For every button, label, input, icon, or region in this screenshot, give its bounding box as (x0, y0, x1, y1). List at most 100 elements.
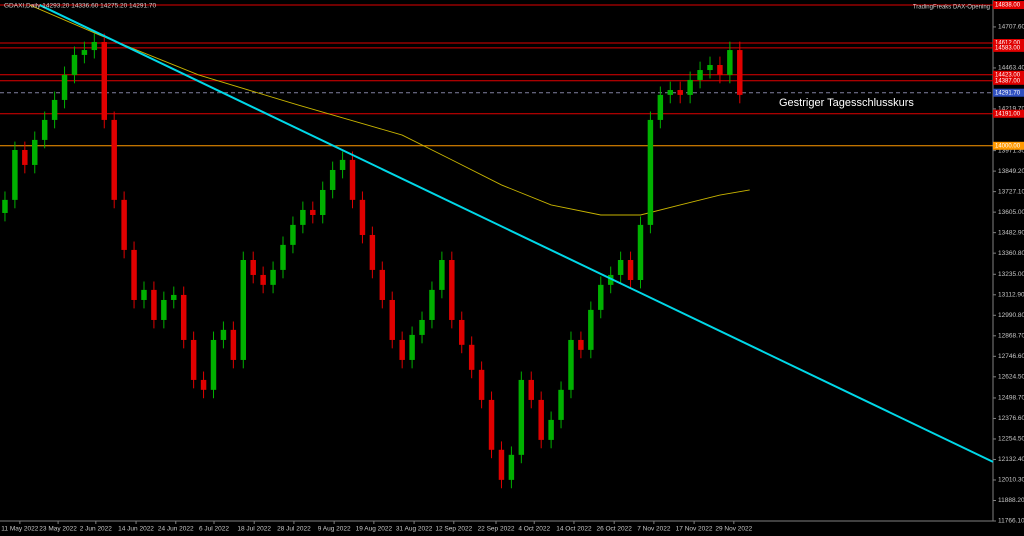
x-tick-label: 23 May 2022 (39, 526, 77, 533)
x-tick-label: 12 Sep 2022 (435, 526, 472, 533)
y-tick-label: 12376.60 (998, 415, 1024, 422)
candle-body (558, 389, 564, 420)
candle-body (449, 260, 455, 320)
candle-body (71, 54, 78, 75)
x-tick-label: 24 Jun 2022 (158, 526, 194, 533)
candle-body (439, 260, 445, 290)
candle-body (12, 149, 18, 200)
candle-body (349, 159, 356, 200)
price-level-label: 14000.00 (995, 143, 1021, 149)
y-tick-label: 13235.00 (998, 271, 1024, 278)
price-level-label: 14423.00 (995, 72, 1021, 78)
chart-title: GDAXI,Daily 14293.20 14336.60 14275.20 1… (4, 3, 157, 10)
x-tick-label: 17 Nov 2022 (676, 526, 713, 533)
x-tick-label: 26 Oct 2022 (596, 526, 632, 533)
y-tick-label: 13727.10 (998, 188, 1024, 195)
candle-body (51, 99, 58, 120)
candle-body (598, 284, 604, 310)
indicator-name: TradingFreaks DAX-Opening (913, 5, 990, 11)
price-level-label: 14838.00 (995, 3, 1021, 9)
candle-body (310, 209, 316, 215)
candle-body (151, 289, 157, 320)
x-tick-label: 4 Oct 2022 (518, 526, 550, 533)
candle-body (131, 249, 137, 300)
candle-body (171, 294, 177, 300)
candle-body (339, 159, 346, 170)
candle-body (687, 79, 693, 95)
candle-body (667, 90, 674, 95)
price-level-box (993, 88, 1024, 97)
candle-body (478, 369, 485, 400)
candle-body (727, 50, 733, 75)
x-tick-label: 9 Aug 2022 (318, 526, 351, 533)
candle-body (32, 139, 38, 165)
candle-body (141, 289, 147, 300)
candle-body (518, 379, 525, 455)
candle-body (697, 70, 703, 80)
price-level-box (993, 141, 1024, 150)
candle-body (617, 260, 624, 275)
candle-body (468, 344, 475, 370)
candle-body (647, 119, 654, 225)
candle-body (538, 399, 544, 440)
candle-body (677, 90, 683, 95)
candle-body (250, 260, 256, 275)
candle-body (101, 41, 107, 120)
candle-body (111, 119, 117, 200)
candle-body (429, 289, 435, 320)
y-tick-label: 13605.00 (998, 209, 1024, 216)
y-tick-label: 13482.90 (998, 229, 1024, 236)
candle-body (737, 50, 743, 95)
candle-body (508, 454, 515, 480)
y-tick-label: 13971.30 (998, 147, 1024, 154)
candle-body (588, 309, 594, 350)
price-level-box (993, 38, 1024, 47)
price-level-box (993, 43, 1024, 52)
trendline (39, 4, 994, 463)
candle-body (578, 339, 584, 350)
candle-body (220, 329, 227, 340)
candle-body (329, 169, 336, 190)
candle-body (240, 260, 247, 360)
y-tick-label: 12990.80 (998, 312, 1024, 319)
y-tick-label: 13360.80 (998, 250, 1024, 257)
candle-body (81, 50, 88, 55)
y-tick-label: 14463.40 (998, 65, 1024, 72)
candle-body (379, 269, 386, 300)
price-level-box (993, 109, 1024, 118)
candle-body (498, 449, 505, 480)
candle-body (161, 299, 167, 320)
price-level-box (993, 76, 1024, 85)
candle-body (41, 119, 48, 140)
candle-body (627, 260, 634, 280)
price-level-label: 14191.00 (995, 111, 1021, 117)
price-level-box (993, 70, 1024, 79)
candle-body (290, 224, 296, 245)
candle-body (280, 244, 286, 270)
price-level-label: 14612.00 (995, 41, 1021, 47)
price-level-label: 14387.00 (995, 78, 1021, 84)
candle-body (459, 319, 465, 345)
y-tick-label: 12498.70 (998, 395, 1024, 402)
y-tick-label: 14707.60 (998, 24, 1024, 31)
candle-body (389, 299, 395, 340)
price-level-box (993, 1, 1024, 10)
candle-body (657, 94, 664, 120)
x-tick-label: 7 Nov 2022 (637, 526, 671, 533)
candle-body (180, 294, 187, 340)
x-tick-label: 14 Jun 2022 (118, 526, 154, 533)
x-tick-label: 31 Aug 2022 (396, 526, 433, 533)
candle-body (61, 74, 68, 100)
candle-body (91, 41, 98, 51)
annotation: Gestriger Tagesschlusskurs (779, 97, 914, 109)
x-tick-label: 2 Jun 2022 (80, 526, 113, 533)
candle-body (399, 339, 405, 360)
x-tick-label: 28 Jul 2022 (277, 526, 311, 533)
candle-body (528, 379, 534, 400)
candle-body (260, 274, 266, 285)
candle-body (190, 339, 197, 380)
x-tick-label: 19 Aug 2022 (356, 526, 393, 533)
candle-body (409, 334, 415, 360)
